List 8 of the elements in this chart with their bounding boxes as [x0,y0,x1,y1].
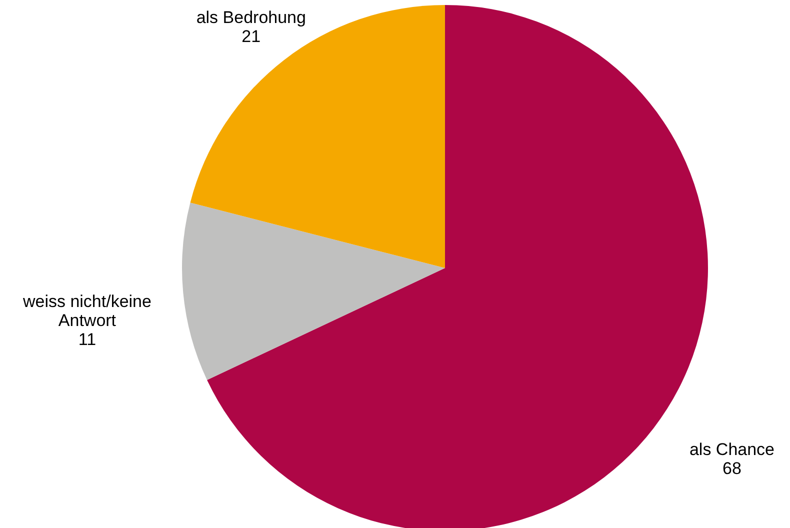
data-label: 11 [78,330,96,349]
data-label: 21 [242,27,261,46]
slice-label: als Bedrohung [196,8,306,28]
pie-slice [182,202,445,380]
slice-label: als Chance [689,440,775,460]
data-label: 68 [722,459,742,478]
pie-slice [190,5,445,268]
slice-label: weiss nicht/keine Antwort [22,292,152,330]
